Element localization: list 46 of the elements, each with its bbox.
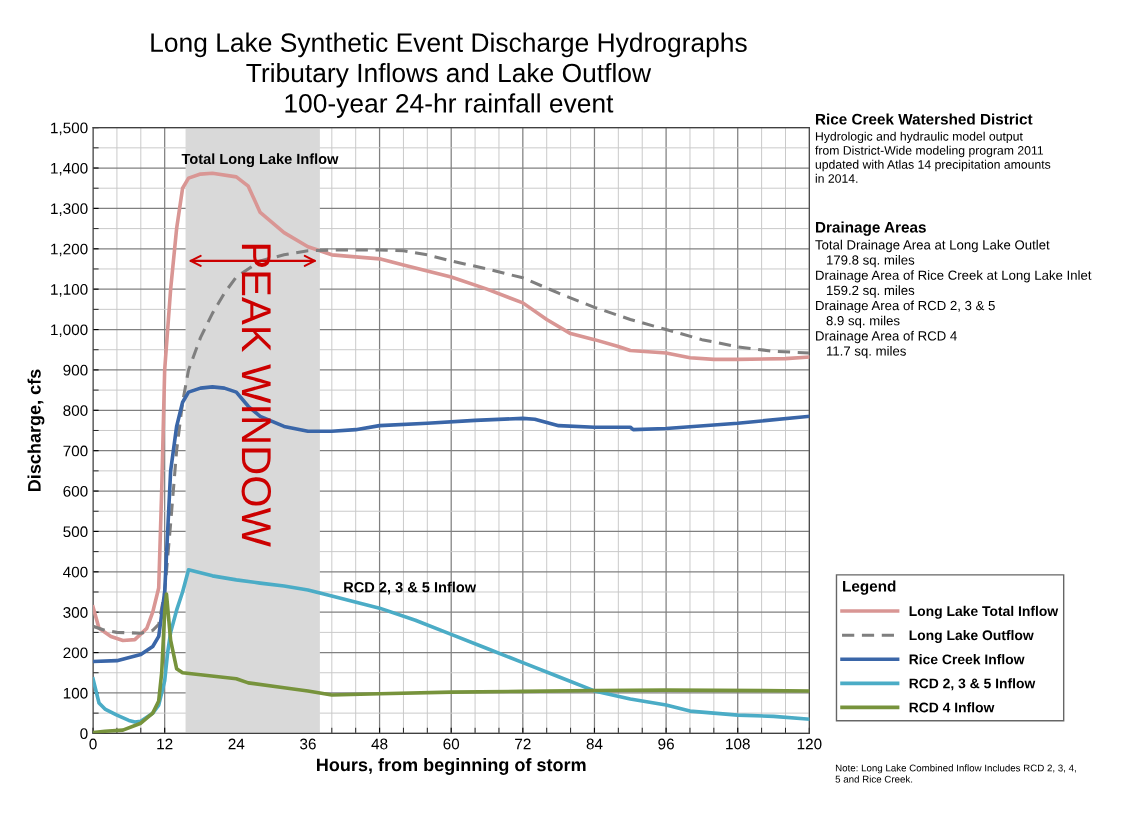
x-tick-label: 36 [300,738,316,750]
legend-label: Long Lake Outflow [909,629,1034,643]
y-tick-label: 1,500 [51,122,88,136]
y-tick-label: 1,000 [51,324,88,338]
x-tick-label: 120 [797,738,822,750]
y-tick-label: 200 [63,647,88,659]
x-tick-label: 84 [586,738,603,750]
annotation: RCD 2, 3 & 5 Inflow [344,581,477,595]
x-axis-title: Hours, from beginning of storm [317,757,586,775]
y-axis-title: Discharge, cfs [27,369,45,491]
y-tick-label: 900 [63,364,88,376]
band-label: PEAK WINDOW [241,244,272,547]
legend-label: RCD 2, 3 & 5 Inflow [909,678,1036,691]
x-tick-label: 12 [157,738,173,750]
y-tick-label: 700 [63,445,88,457]
text: Rice Creek Watershed District [815,113,1033,125]
text: Note: Long Lake Combined Inflow Includes RCD 2, 3, 4, 5 and Rice Creek. [835,764,1076,783]
annotation: Total Long Lake Inflow [181,153,339,168]
y-tick-label: 300 [63,607,88,618]
legend-label: Rice Creek Inflow [909,654,1025,665]
text: Drainage Areas [815,221,926,236]
legend-label: Long Lake Total Inflow [909,605,1059,619]
x-tick-label: 108 [726,738,750,750]
y-tick-label: 1,100 [51,284,88,297]
y-tick-label: 1,300 [51,203,88,216]
chart-title: Long Lake Synthetic Event Discharge Hydrographs Tributary Inflows and Lake Outflow 100-year 24-hr rainfall event [151,32,747,118]
y-tick-label: 1,200 [51,243,88,257]
y-tick-label: 800 [63,405,88,416]
y-tick-label: 100 [63,687,88,699]
text: Hydrologic and hydraulic model output from District-Wide modeling program 2011 updated with Atlas 14 precipitation amounts in 2014. [815,131,1051,183]
y-tick-label: 0 [80,728,88,740]
text: Total Drainage Area at Long Lake Outlet 179.8 sq. miles Drainage Area of Rice Creek at Long Lake Inlet 159.2 sq. miles Drainage Area of RCD 2, 3 & 5 8.9 sq. miles Drainage Area of RCD 4 11.7 sq. miles [815,239,1092,359]
x-tick-label: 60 [443,738,460,750]
y-tick-label: 600 [63,485,88,497]
x-tick-label: 24 [228,738,245,750]
x-tick-label: 96 [658,738,674,750]
line-series [93,171,810,643]
x-tick-label: 0 [89,738,97,750]
y-tick-label: 400 [63,566,88,578]
line-series [93,567,810,724]
x-tick-label: 72 [515,738,531,750]
legend-title: Legend [843,580,896,595]
y-tick-label: 500 [63,526,88,538]
legend-label: RCD 4 Inflow [909,702,995,713]
x-tick-label: 48 [371,738,388,750]
y-tick-label: 1,400 [51,162,88,176]
